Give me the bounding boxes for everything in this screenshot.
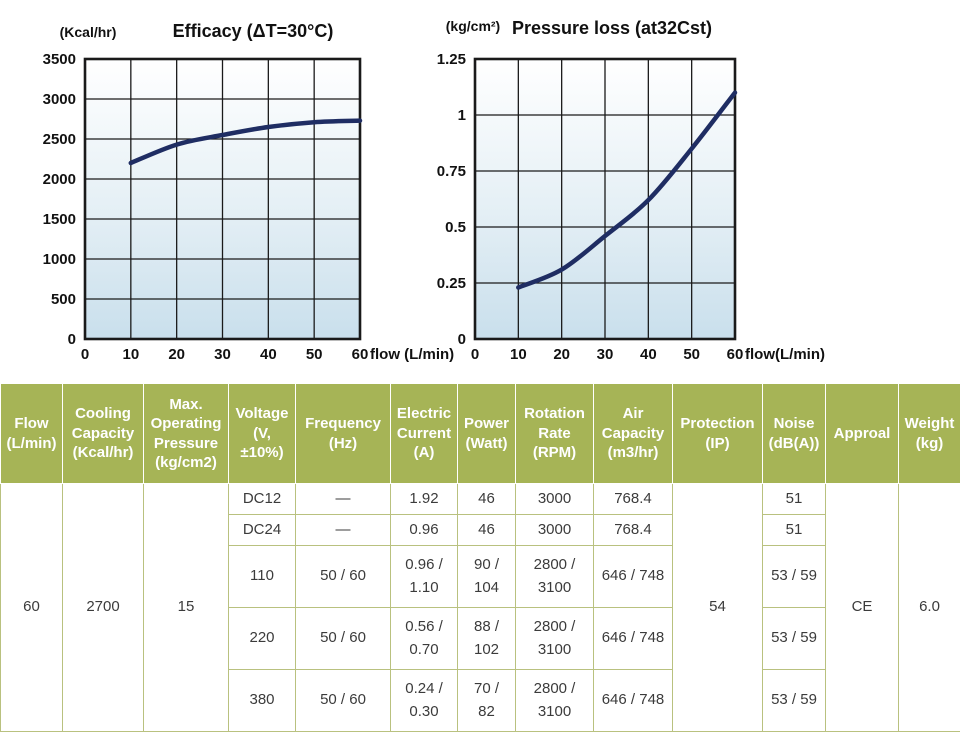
cell-noise: 51 <box>762 514 826 546</box>
charts-section: 0 500 1000 1500 2000 2500 3000 3500 0 10 20 30 40 50 6… <box>10 4 880 383</box>
cell-power: 88 / 102 <box>457 607 516 670</box>
svg-text:20: 20 <box>553 346 570 363</box>
col-header-approval: Approal <box>825 383 899 484</box>
cell-air-capacity: 646 / 748 <box>593 669 673 732</box>
svg-text:40: 40 <box>260 346 277 363</box>
cell-current: 0.56 / 0.70 <box>390 607 458 670</box>
svg-text:500: 500 <box>51 291 76 308</box>
col-header-protection: Protection (IP) <box>672 383 763 484</box>
table-row: 380 50 / 60 0.24 / 0.30 70 / 82 2800 / 3… <box>1 669 960 732</box>
svg-text:0: 0 <box>471 346 479 363</box>
svg-text:3500: 3500 <box>43 51 76 68</box>
svg-text:(kg/cm²): (kg/cm²) <box>446 18 500 34</box>
svg-text:60: 60 <box>352 346 369 363</box>
cell-rpm: 2800 / 3100 <box>515 607 594 670</box>
svg-text:0: 0 <box>68 331 76 348</box>
cell-air-capacity: 768.4 <box>593 514 673 546</box>
cell-noise: 51 <box>762 483 826 515</box>
svg-text:(Kcal/hr): (Kcal/hr) <box>60 24 117 40</box>
svg-text:flow(L/min): flow(L/min) <box>745 346 825 363</box>
svg-text:0: 0 <box>458 331 466 348</box>
cell-flow: 60 <box>0 483 63 732</box>
spec-table: Flow (L/min) Cooling Capacity (Kcal/hr) … <box>0 383 960 732</box>
cell-air-capacity: 646 / 748 <box>593 607 673 670</box>
svg-text:10: 10 <box>122 346 139 363</box>
svg-text:50: 50 <box>306 346 323 363</box>
svg-text:1000: 1000 <box>43 251 76 268</box>
cell-rpm: 2800 / 3100 <box>515 669 594 732</box>
col-header-noise: Noise (dB(A)) <box>762 383 826 484</box>
col-header-electric-current: Electric Current (A) <box>390 383 458 484</box>
cell-protection: 54 <box>672 483 763 732</box>
svg-text:30: 30 <box>597 346 614 363</box>
spec-table-header: Flow (L/min) Cooling Capacity (Kcal/hr) … <box>0 383 960 484</box>
col-header-voltage: Voltage (V, ±10%) <box>228 383 296 484</box>
cell-current: 0.24 / 0.30 <box>390 669 458 732</box>
svg-text:10: 10 <box>510 346 527 363</box>
svg-text:1: 1 <box>458 107 466 124</box>
cell-voltage: 110 <box>228 545 296 608</box>
svg-text:Pressure loss (at32Cst): Pressure loss (at32Cst) <box>512 18 712 38</box>
cell-noise: 53 / 59 <box>762 545 826 608</box>
svg-text:20: 20 <box>168 346 185 363</box>
cell-voltage: 220 <box>228 607 296 670</box>
svg-text:3000: 3000 <box>43 91 76 108</box>
svg-text:60: 60 <box>727 346 744 363</box>
cell-frequency: — <box>295 483 391 515</box>
cell-rpm: 2800 / 3100 <box>515 545 594 608</box>
cell-voltage: 380 <box>228 669 296 732</box>
cell-power: 46 <box>457 514 516 546</box>
col-header-weight: Weight (kg) <box>898 383 960 484</box>
col-header-max-operating-pressure: Max. Operating Pressure (kg/cm2) <box>143 383 229 484</box>
cell-frequency: 50 / 60 <box>295 545 391 608</box>
col-header-power: Power (Watt) <box>457 383 516 484</box>
cell-noise: 53 / 59 <box>762 607 826 670</box>
cell-power: 46 <box>457 483 516 515</box>
svg-text:40: 40 <box>640 346 657 363</box>
col-header-frequency: Frequency (Hz) <box>295 383 391 484</box>
svg-text:2000: 2000 <box>43 171 76 188</box>
cell-rpm: 3000 <box>515 483 594 515</box>
cell-voltage: DC12 <box>228 483 296 515</box>
table-row: 60 2700 15 DC12 — 1.92 46 3000 768.4 54 … <box>0 483 960 732</box>
cell-weight: 6.0 <box>898 483 960 732</box>
svg-text:0: 0 <box>81 346 89 363</box>
efficacy-chart-svg: 0 500 1000 1500 2000 2500 3000 3500 0 10 20 30 40 50 6… <box>43 21 455 363</box>
pressure-loss-chart: 0 0.25 0.5 0.75 1 1.25 0 10 20 30 40 50 60 flow(L/min… <box>420 4 880 383</box>
cell-current: 0.96 / 1.10 <box>390 545 458 608</box>
cell-cooling-capacity: 2700 <box>62 483 144 732</box>
cell-rpm: 3000 <box>515 514 594 546</box>
svg-text:Efficacy (ΔT=30°C): Efficacy (ΔT=30°C) <box>173 21 334 41</box>
cell-air-capacity: 646 / 748 <box>593 545 673 608</box>
svg-text:0.5: 0.5 <box>445 219 466 236</box>
cell-voltage: DC24 <box>228 514 296 546</box>
cell-power: 70 / 82 <box>457 669 516 732</box>
svg-text:2500: 2500 <box>43 131 76 148</box>
cell-current: 0.96 <box>390 514 458 546</box>
cell-power: 90 / 104 <box>457 545 516 608</box>
pressure-loss-chart-svg: 0 0.25 0.5 0.75 1 1.25 0 10 20 30 40 50 60 flow(L/min… <box>437 18 825 363</box>
svg-text:30: 30 <box>214 346 231 363</box>
col-header-cooling-capacity: Cooling Capacity (Kcal/hr) <box>62 383 144 484</box>
table-row: 110 50 / 60 0.96 / 1.10 90 / 104 2800 / … <box>1 545 960 608</box>
col-header-rotation-rate: Rotation Rate (RPM) <box>515 383 594 484</box>
svg-text:50: 50 <box>683 346 700 363</box>
svg-text:1500: 1500 <box>43 211 76 228</box>
col-header-air-capacity: Air Capacity (m3/hr) <box>593 383 673 484</box>
svg-text:0.25: 0.25 <box>437 275 466 292</box>
col-header-flow: Flow (L/min) <box>0 383 63 484</box>
svg-text:1.25: 1.25 <box>437 51 466 68</box>
cell-max-pressure: 15 <box>143 483 229 732</box>
cell-approval: CE <box>825 483 899 732</box>
table-row: 220 50 / 60 0.56 / 0.70 88 / 102 2800 / … <box>1 607 960 670</box>
efficacy-chart: 0 500 1000 1500 2000 2500 3000 3500 0 10 20 30 40 50 6… <box>10 4 460 383</box>
cell-frequency: 50 / 60 <box>295 607 391 670</box>
cell-frequency: 50 / 60 <box>295 669 391 732</box>
cell-current: 1.92 <box>390 483 458 515</box>
cell-noise: 53 / 59 <box>762 669 826 732</box>
svg-text:0.75: 0.75 <box>437 163 466 180</box>
cell-air-capacity: 768.4 <box>593 483 673 515</box>
cell-frequency: — <box>295 514 391 546</box>
svg-text:flow (L/min): flow (L/min) <box>370 346 454 363</box>
